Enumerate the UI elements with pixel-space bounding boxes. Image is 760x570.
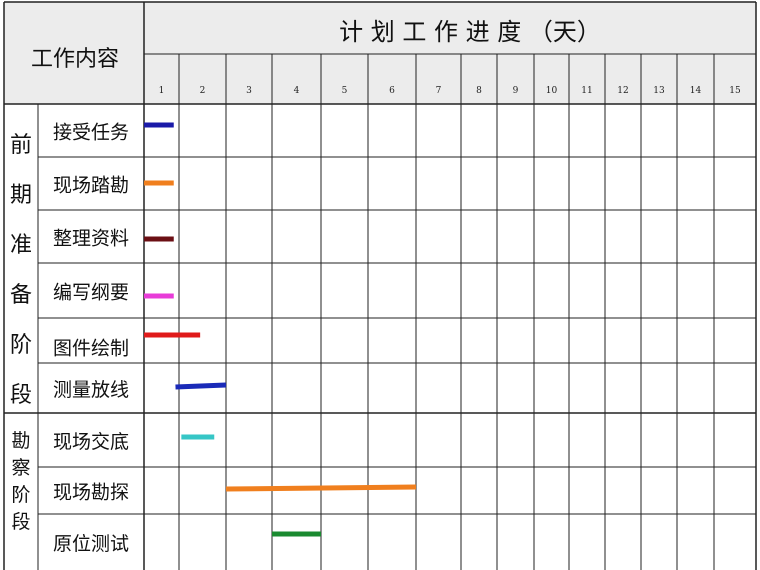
day-label: 5	[342, 86, 348, 96]
day-label: 13	[653, 86, 665, 96]
day-label: 10	[546, 86, 558, 96]
task-bar	[175, 382, 227, 390]
day-label: 12	[617, 86, 628, 96]
task-label: 现场交底	[53, 431, 129, 453]
phase-label-char: 备	[10, 283, 32, 308]
day-label: 8	[476, 86, 482, 96]
phase-label-char: 段	[11, 511, 30, 533]
task-label: 图件绘制	[53, 338, 129, 360]
task-label: 整理资料	[53, 228, 129, 250]
phase-label-char: 前	[10, 133, 32, 158]
day-label: 11	[581, 86, 592, 96]
task-label: 现场勘探	[53, 482, 129, 504]
day-label: 6	[389, 86, 395, 96]
phase-label-char: 阶	[10, 333, 32, 358]
phase-label-char: 准	[10, 233, 32, 258]
chart-grid	[3, 1, 757, 570]
phase-label-char: 段	[10, 383, 32, 408]
task-label: 现场踏勘	[53, 175, 129, 197]
task-label: 原位测试	[53, 533, 129, 555]
day-label: 9	[513, 86, 519, 96]
header-fill	[4, 2, 756, 104]
day-label: 4	[294, 86, 300, 96]
day-label: 15	[729, 86, 741, 96]
chart-title: 计 划 工 作 进 度 （天）	[339, 18, 601, 46]
phase-label-char: 勘	[11, 430, 30, 452]
phase-label-char: 阶	[11, 484, 30, 506]
day-label: 1	[159, 86, 165, 96]
task-label: 接受任务	[53, 122, 129, 144]
header-background	[4, 2, 756, 104]
day-label: 7	[436, 86, 442, 96]
task-label: 编写纲要	[53, 282, 129, 304]
day-label: 14	[690, 86, 702, 96]
task-bars	[144, 122, 417, 537]
day-tick-labels: 1 2 3 4 5 6 7 8 9 10 11 12 13 14 15	[159, 86, 741, 96]
task-bar	[225, 484, 417, 492]
day-label: 3	[246, 86, 252, 96]
task-column-header: 工作内容	[31, 47, 119, 72]
phase-label-char: 察	[11, 457, 30, 479]
phase-label-char: 期	[10, 183, 32, 208]
task-label: 测量放线	[53, 379, 129, 401]
day-label: 2	[200, 86, 206, 96]
